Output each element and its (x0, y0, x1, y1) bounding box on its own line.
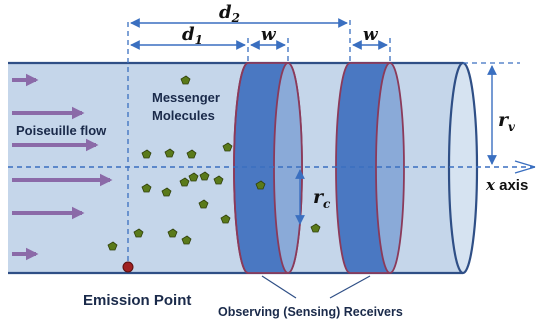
molecule (213, 175, 224, 185)
messenger-molecules (107, 75, 321, 251)
molecule (198, 199, 209, 209)
label-flow: Poiseuille flow (16, 123, 107, 138)
label-x-axis: x axis (485, 176, 528, 194)
molecule (164, 148, 175, 158)
molecule (179, 177, 190, 187)
label-emission-point: Emission Point (83, 292, 191, 309)
label-rc: rc (313, 186, 331, 211)
receiver-callout-lines (261, 275, 371, 299)
receiver-2 (335, 62, 405, 274)
molecule (181, 235, 192, 245)
molecule (186, 149, 197, 159)
label-rv: rv (498, 109, 516, 134)
molecule (255, 180, 266, 190)
molecule (180, 75, 191, 85)
label-receivers: Observing (Sensing) Receivers (218, 305, 403, 319)
molecule (141, 183, 152, 193)
receiver-1 (233, 62, 303, 274)
molecule (167, 228, 178, 238)
dimension-guides (247, 20, 520, 64)
molecule (222, 142, 233, 152)
label-d2: d2 (219, 2, 240, 25)
molecule (133, 228, 144, 238)
molecule (310, 223, 321, 233)
label-d1: d1 (182, 24, 203, 47)
molecule (199, 171, 210, 181)
flow-arrows (12, 73, 113, 261)
x-axis-line (8, 160, 536, 174)
label-w-left: w (261, 25, 277, 45)
molecule (107, 241, 118, 251)
molecule (188, 172, 199, 182)
dimension-arrows (130, 18, 497, 225)
molecule (161, 187, 172, 197)
molecule (141, 149, 152, 159)
label-w-right: w (363, 25, 379, 45)
molecule (220, 214, 231, 224)
label-messenger-line2: Molecules (152, 108, 215, 123)
emission-point-dot (122, 261, 134, 273)
label-messenger-line1: Messenger (152, 90, 220, 105)
